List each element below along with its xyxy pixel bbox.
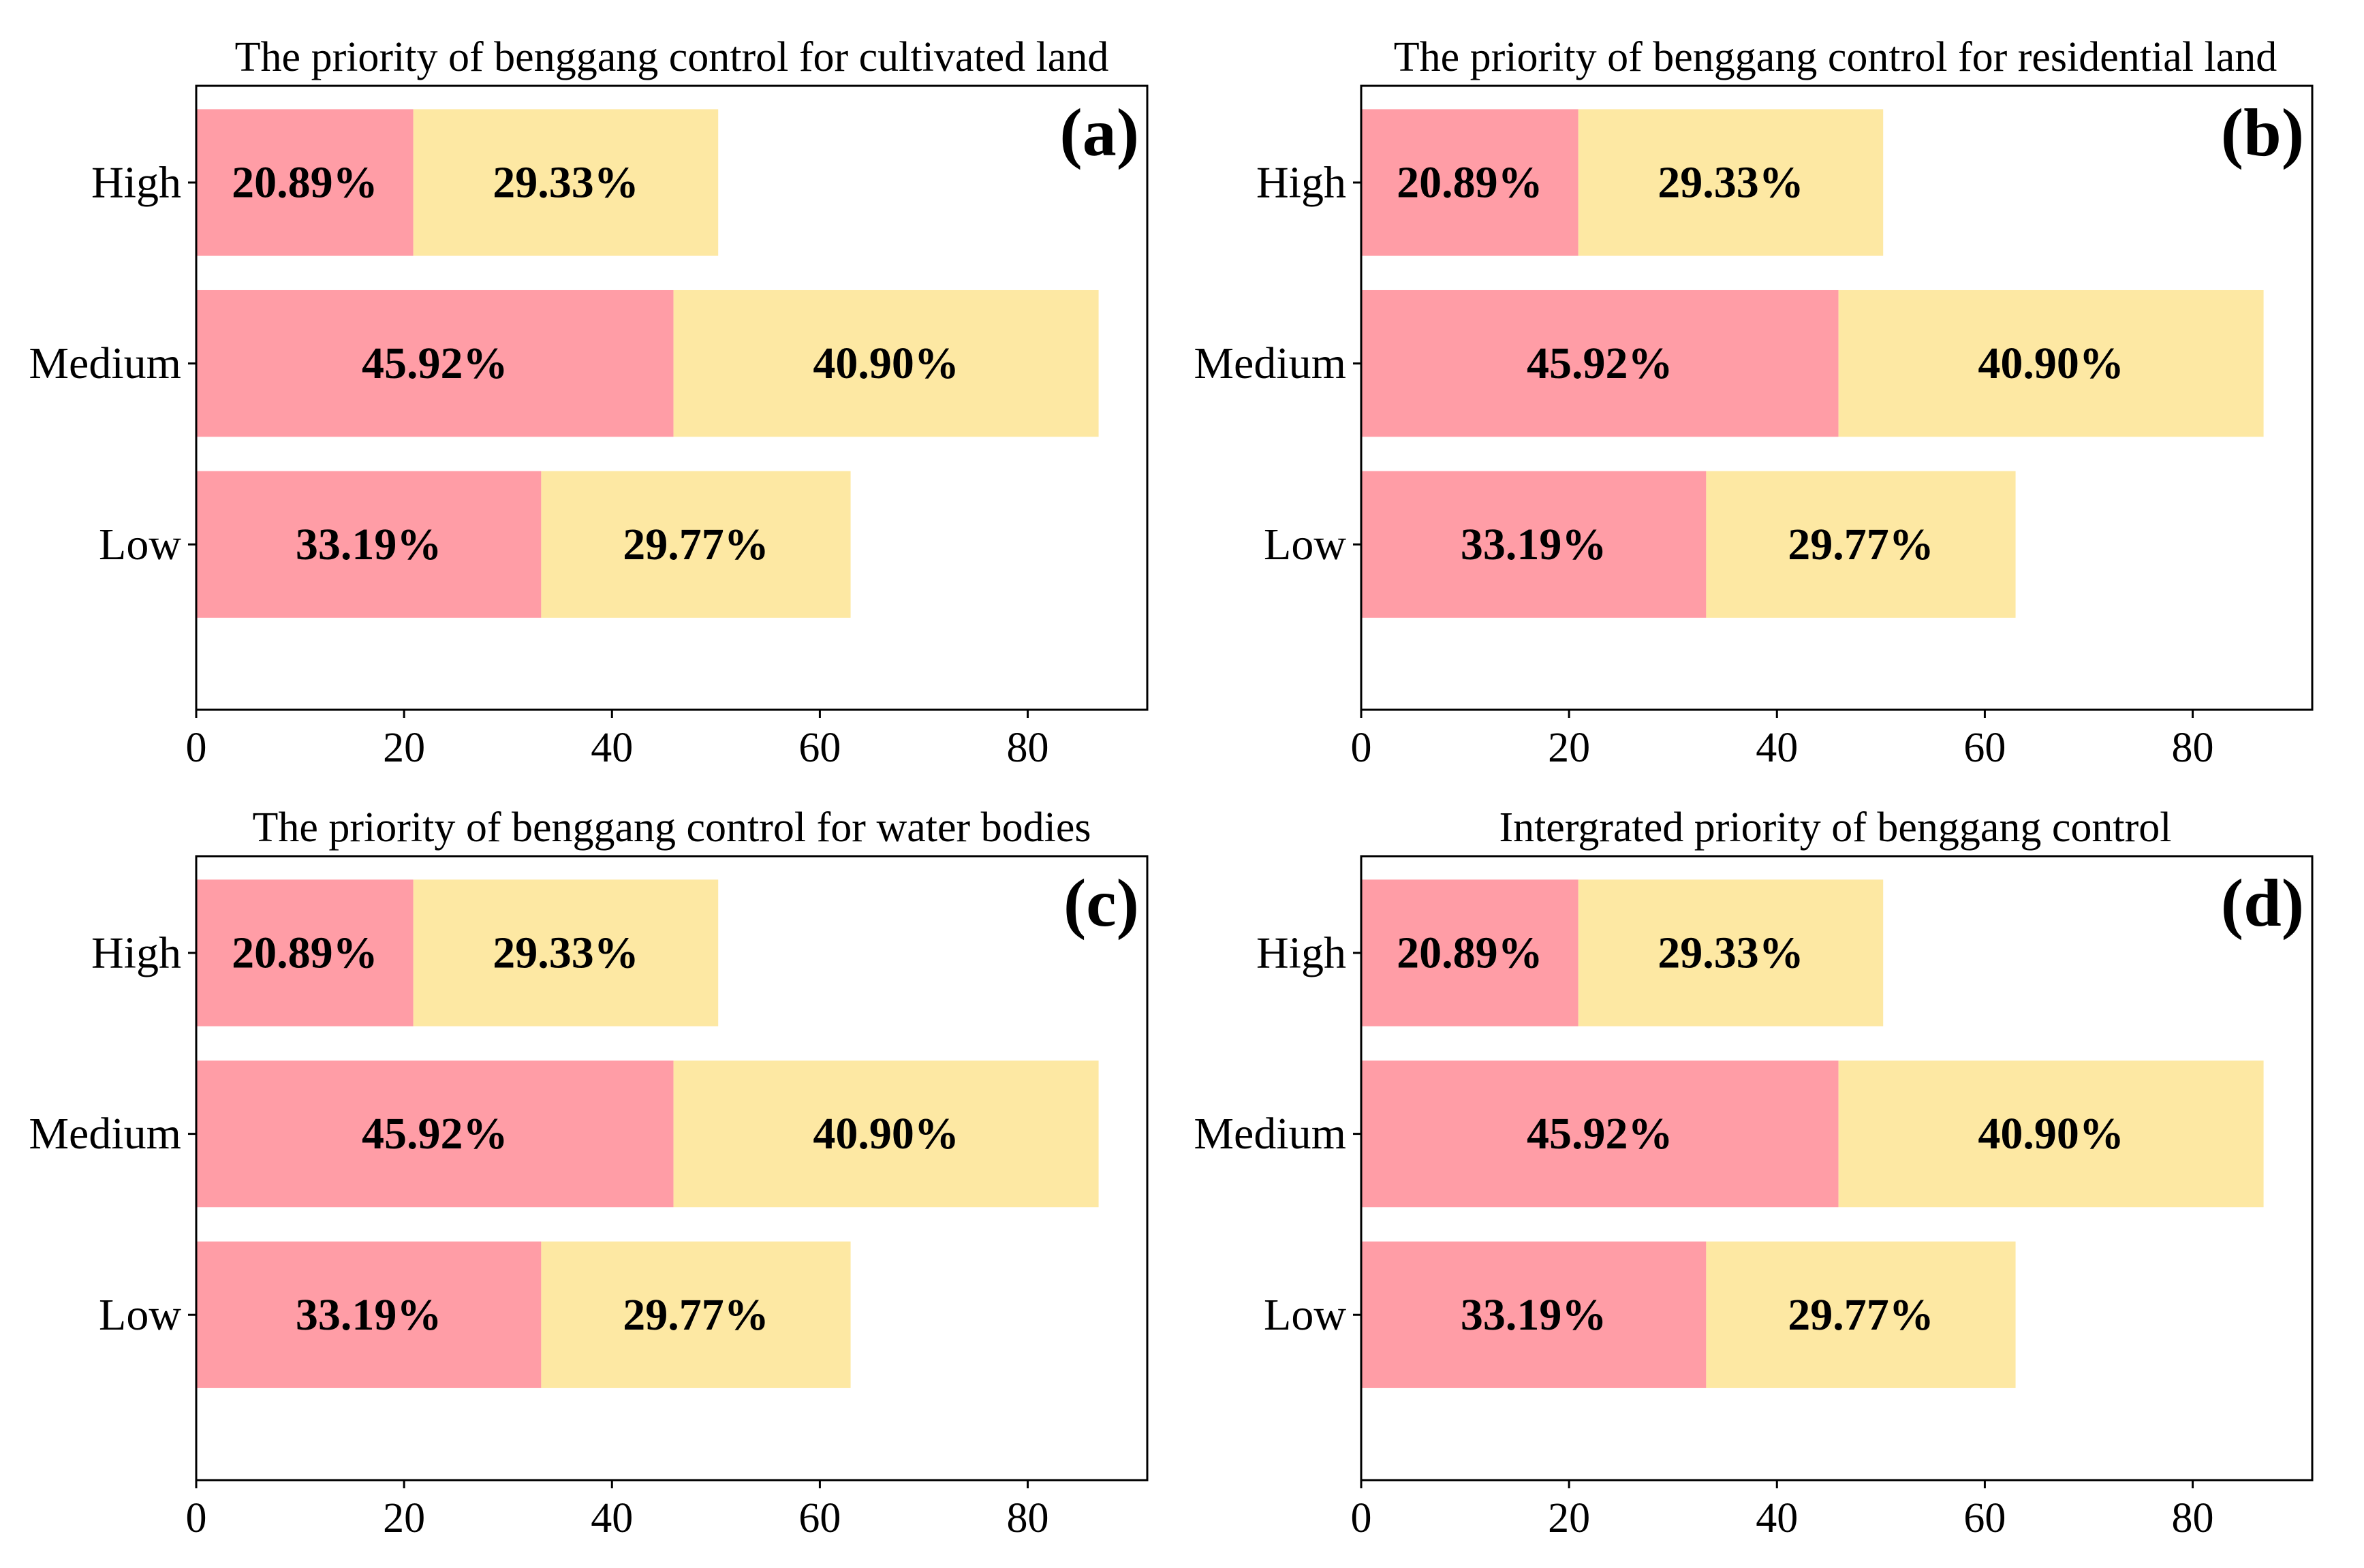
bar-data-label: 29.33%	[493, 157, 639, 207]
bar-data-label: 33.19%	[1461, 1290, 1607, 1340]
bar-data-label: 20.89%	[1397, 157, 1543, 207]
x-tick-label: 80	[1007, 725, 1049, 771]
x-tick-label: 80	[1007, 1495, 1049, 1541]
y-tick-label: High	[91, 157, 181, 207]
y-tick-label: High	[1256, 157, 1346, 207]
bar-data-label: 29.33%	[1658, 928, 1804, 977]
x-tick-label: 40	[1756, 1495, 1798, 1541]
x-tick-label: 60	[1963, 725, 2006, 771]
x-tick-label: 20	[383, 1495, 425, 1541]
chart-title: The priority of benggang control for cul…	[235, 34, 1109, 80]
y-tick-label: Medium	[1194, 1109, 1346, 1159]
bar-data-label: 33.19%	[296, 1290, 442, 1340]
chart-panel-c: The priority of benggang control for wat…	[29, 804, 1147, 1541]
y-tick-label: Low	[1264, 1290, 1346, 1340]
x-tick-label: 60	[798, 725, 841, 771]
bar-data-label: 45.92%	[362, 339, 508, 388]
bar-data-label: 40.90%	[813, 339, 959, 388]
chart-panel-b: The priority of benggang control for res…	[1194, 34, 2312, 771]
x-tick-label: 40	[1756, 725, 1798, 771]
x-tick-label: 20	[1548, 1495, 1590, 1541]
bar-data-label: 29.77%	[1788, 520, 1934, 569]
bar-data-label: 29.33%	[493, 928, 639, 977]
bar-data-label: 45.92%	[362, 1109, 508, 1159]
x-tick-label: 60	[798, 1495, 841, 1541]
x-tick-label: 0	[186, 725, 207, 771]
x-tick-label: 20	[1548, 725, 1590, 771]
bar-data-label: 40.90%	[813, 1109, 959, 1159]
bar-data-label: 20.89%	[232, 928, 378, 977]
bar-data-label: 40.90%	[1978, 1109, 2124, 1159]
bar-data-label: 20.89%	[1397, 928, 1543, 977]
bar-data-label: 29.77%	[1788, 1290, 1934, 1340]
x-tick-label: 40	[591, 1495, 633, 1541]
x-tick-label: 20	[383, 725, 425, 771]
panel-label: (c)	[1063, 865, 1139, 941]
chart-panel-a: The priority of benggang control for cul…	[29, 34, 1147, 771]
chart-panel-d: Intergrated priority of benggang control…	[1194, 804, 2312, 1541]
x-tick-label: 0	[1351, 725, 1372, 771]
chart-title: The priority of benggang control for res…	[1394, 34, 2277, 80]
chart-title: Intergrated priority of benggang control	[1499, 804, 2171, 851]
chart-title: The priority of benggang control for wat…	[252, 804, 1091, 851]
figure: The priority of benggang control for cul…	[0, 0, 2364, 1568]
y-tick-label: Medium	[1194, 339, 1346, 388]
bar-data-label: 45.92%	[1527, 339, 1673, 388]
bar-data-label: 29.77%	[623, 520, 769, 569]
y-tick-label: Low	[1264, 520, 1346, 569]
bar-data-label: 33.19%	[296, 520, 442, 569]
panel-label: (d)	[2221, 865, 2304, 941]
panel-label: (b)	[2221, 95, 2304, 170]
y-tick-label: Low	[99, 1290, 181, 1340]
bar-data-label: 40.90%	[1978, 339, 2124, 388]
bar-data-label: 29.77%	[623, 1290, 769, 1340]
x-tick-label: 80	[2172, 1495, 2214, 1541]
bar-data-label: 45.92%	[1527, 1109, 1673, 1159]
bar-data-label: 33.19%	[1461, 520, 1607, 569]
x-tick-label: 0	[186, 1495, 207, 1541]
bar-data-label: 29.33%	[1658, 157, 1804, 207]
x-tick-label: 60	[1963, 1495, 2006, 1541]
y-tick-label: Medium	[29, 1109, 181, 1159]
y-tick-label: Medium	[29, 339, 181, 388]
x-tick-label: 0	[1351, 1495, 1372, 1541]
bar-data-label: 20.89%	[232, 157, 378, 207]
panel-label: (a)	[1059, 95, 1139, 170]
y-tick-label: High	[1256, 928, 1346, 977]
y-tick-label: Low	[99, 520, 181, 569]
x-tick-label: 80	[2172, 725, 2214, 771]
y-tick-label: High	[91, 928, 181, 977]
x-tick-label: 40	[591, 725, 633, 771]
